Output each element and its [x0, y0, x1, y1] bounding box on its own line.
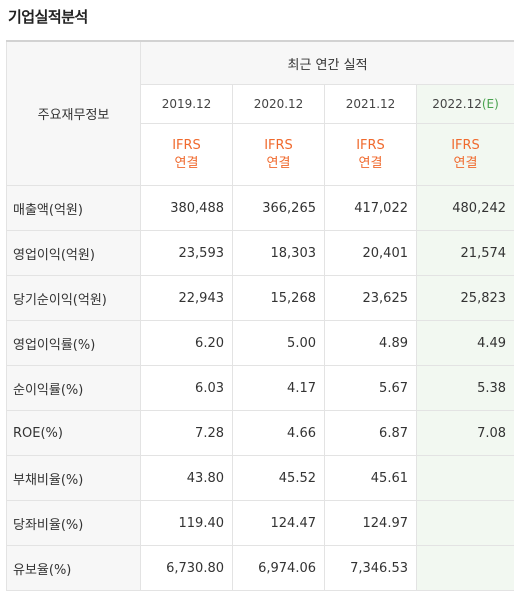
annual-results-header: 최근 연간 실적: [139, 40, 514, 85]
year-header-2020: 2020.12: [232, 84, 325, 124]
table-cell: 480,242: [415, 185, 514, 231]
table-cell: 23,593: [140, 230, 233, 276]
table-cell: 22,943: [140, 275, 233, 321]
table-cell: [415, 545, 514, 591]
financial-summary-table: 주요재무정보 최근 연간 실적 2019.12 2020.12 2021.12 …: [6, 40, 514, 591]
table-cell: 45.52: [232, 455, 325, 501]
row-label: 영업이익(억원): [6, 230, 141, 276]
table-cell: 380,488: [140, 185, 233, 231]
table-cell: 6,730.80: [140, 545, 233, 591]
financial-info-header: 주요재무정보: [6, 40, 141, 186]
table-cell: 45.61: [324, 455, 417, 501]
table-cell: 7.28: [140, 410, 233, 456]
table-row: 유보율(%) 6,730.80 6,974.06 7,346.53: [6, 545, 514, 591]
table-cell: 5.38: [415, 365, 514, 411]
table-row: 순이익률(%) 6.03 4.17 5.67 5.38: [6, 365, 514, 411]
table-cell: 23,625: [324, 275, 417, 321]
row-label: 당좌비율(%): [6, 500, 141, 546]
row-label: ROE(%): [6, 410, 141, 456]
table-cell: 417,022: [324, 185, 417, 231]
table-cell: 4.66: [232, 410, 325, 456]
table-cell: 25,823: [415, 275, 514, 321]
row-label: 부채비율(%): [6, 455, 141, 501]
table-cell: 5.00: [232, 320, 325, 366]
table-row: ROE(%) 7.28 4.66 6.87 7.08: [6, 410, 514, 456]
row-label: 순이익률(%): [6, 365, 141, 411]
table-row: 당좌비율(%) 119.40 124.47 124.97: [6, 500, 514, 546]
table-row: 부채비율(%) 43.80 45.52 45.61: [6, 455, 514, 501]
estimate-marker: (E): [481, 97, 499, 111]
section-title: 기업실적분석: [8, 8, 88, 26]
table-cell: 6.03: [140, 365, 233, 411]
table-cell: 6,974.06: [232, 545, 325, 591]
year-header-2021: 2021.12: [324, 84, 417, 124]
table-row: 영업이익률(%) 6.20 5.00 4.89 4.49: [6, 320, 514, 366]
ifrs-label-2021: IFRS 연결: [324, 123, 417, 186]
table-cell: 21,574: [415, 230, 514, 276]
table-cell: 15,268: [232, 275, 325, 321]
row-label: 당기순이익(억원): [6, 275, 141, 321]
table-cell: 6.87: [324, 410, 417, 456]
table-row: 당기순이익(억원) 22,943 15,268 23,625 25,823: [6, 275, 514, 321]
row-label: 영업이익률(%): [6, 320, 141, 366]
table-cell: 5.67: [324, 365, 417, 411]
table-cell: 7.08: [415, 410, 514, 456]
table-cell: 18,303: [232, 230, 325, 276]
table-cell: 43.80: [140, 455, 233, 501]
ifrs-label-2020: IFRS 연결: [232, 123, 325, 186]
table-cell: 4.89: [324, 320, 417, 366]
table-cell: 6.20: [140, 320, 233, 366]
table-cell: 4.49: [415, 320, 514, 366]
table-cell: 124.97: [324, 500, 417, 546]
year-header-2022-estimate: 2022.12(E): [415, 84, 514, 124]
table-cell: [415, 455, 514, 501]
ifrs-label-2019: IFRS 연결: [140, 123, 233, 186]
table-cell: [415, 500, 514, 546]
table-row: 영업이익(억원) 23,593 18,303 20,401 21,574: [6, 230, 514, 276]
table-cell: 124.47: [232, 500, 325, 546]
table-cell: 366,265: [232, 185, 325, 231]
table-cell: 4.17: [232, 365, 325, 411]
ifrs-label-2022: IFRS 연결: [415, 123, 514, 186]
table-cell: 119.40: [140, 500, 233, 546]
table-cell: 7,346.53: [324, 545, 417, 591]
row-label: 매출액(억원): [6, 185, 141, 231]
year-header-2019: 2019.12: [140, 84, 233, 124]
table-row: 매출액(억원) 380,488 366,265 417,022 480,242: [6, 185, 514, 231]
row-label: 유보율(%): [6, 545, 141, 591]
table-cell: 20,401: [324, 230, 417, 276]
